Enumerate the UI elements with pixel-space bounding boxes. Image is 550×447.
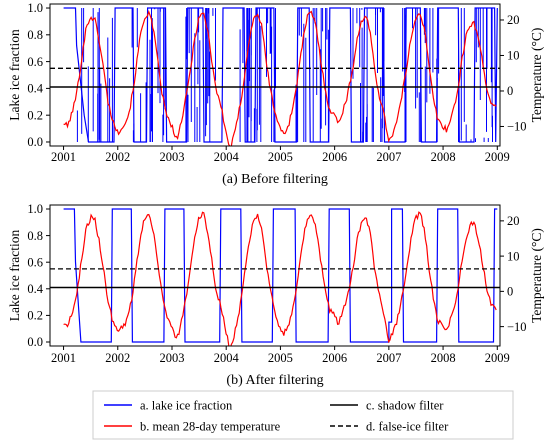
y-axis-label: Lake ice fraction: [7, 29, 22, 121]
y2-tick-label: 10: [507, 49, 520, 63]
series-mean-28-day-temperature: [63, 9, 497, 146]
series-mean-28-day-temperature: [63, 211, 497, 346]
x-tick-label: 2009: [485, 351, 510, 365]
legend-frame: [92, 390, 514, 440]
x-tick-label: 2002: [105, 150, 130, 164]
y-tick-label: 0.2: [27, 309, 43, 323]
y2-tick-label: 0: [507, 84, 513, 98]
y2-tick-label: 0: [507, 285, 513, 299]
panel-caption: (b) After filtering: [226, 373, 323, 388]
panel-caption: (a) Before filtering: [222, 172, 328, 187]
plot-frame: [49, 204, 501, 347]
x-tick-label: 2004: [214, 351, 240, 365]
y-tick-label: 0.0: [27, 135, 43, 149]
x-tick-label: 2007: [376, 351, 401, 365]
plot-frame: [49, 3, 501, 147]
y-tick-label: 0.8: [27, 28, 43, 42]
series-lake-ice-fraction: [63, 208, 498, 343]
y2-tick-label: 20: [507, 13, 520, 27]
x-tick-label: 2008: [431, 150, 456, 164]
x-tick-label: 2008: [431, 351, 456, 365]
x-tick-label: 2006: [322, 150, 347, 164]
x-tick-label: 2004: [214, 150, 240, 164]
legend-label-shadow-filter: c. shadow filter: [366, 399, 444, 413]
y-tick-label: 0.8: [27, 229, 43, 243]
y2-axis-label: Temperature (°C): [529, 28, 544, 123]
y2-tick-label: 20: [507, 214, 520, 228]
x-tick-label: 2001: [51, 351, 76, 365]
y-tick-label: 0.4: [27, 282, 43, 296]
plot-area: [50, 7, 500, 146]
panel-after-filtering: 2001 2002 2003 2004 2005 2006 2007 2008 2009 0.0 0…: [7, 202, 544, 388]
y-tick-label: 0.2: [27, 108, 43, 122]
y-tick-label: 1.0: [27, 202, 43, 216]
x-tick-label: 2009: [485, 150, 510, 164]
legend-label-lake-ice-fraction: a. lake ice fraction: [140, 399, 233, 413]
legend-label-temperature: b. mean 28-day temperature: [140, 420, 281, 434]
y2-tick-label: −10: [507, 320, 527, 334]
y-tick-label: 0.0: [27, 335, 43, 349]
legend-label-false-ice-filter: d. false-ice filter: [366, 420, 449, 434]
y2-tick-label: −10: [507, 120, 527, 134]
x-tick-label: 2005: [268, 351, 293, 365]
x-tick-label: 2003: [159, 150, 184, 164]
y2-tick-label: 10: [507, 249, 520, 263]
y-axis-label: Lake ice fraction: [7, 230, 22, 322]
y-tick-label: 0.6: [27, 255, 43, 269]
x-tick-label: 2001: [51, 150, 76, 164]
x-tick-label: 2006: [322, 351, 347, 365]
x-tick-label: 2007: [376, 150, 401, 164]
x-tick-label: 2002: [105, 351, 130, 365]
x-tick-label: 2003: [159, 351, 184, 365]
y-tick-label: 0.6: [27, 55, 43, 69]
plot-area: [50, 208, 500, 346]
series-lake-ice-fraction: [63, 7, 498, 143]
y2-axis-label: Temperature (°C): [529, 228, 544, 323]
panel-before-filtering: 2001 2002 2003 2004 2005 2006 2007 2008 2009 0.0 0…: [7, 1, 544, 187]
x-tick-label: 2005: [268, 150, 293, 164]
legend: a. lake ice fraction b. mean 28-day temp…: [92, 390, 514, 440]
y-tick-label: 1.0: [27, 1, 43, 15]
y-tick-label: 0.4: [27, 82, 43, 96]
